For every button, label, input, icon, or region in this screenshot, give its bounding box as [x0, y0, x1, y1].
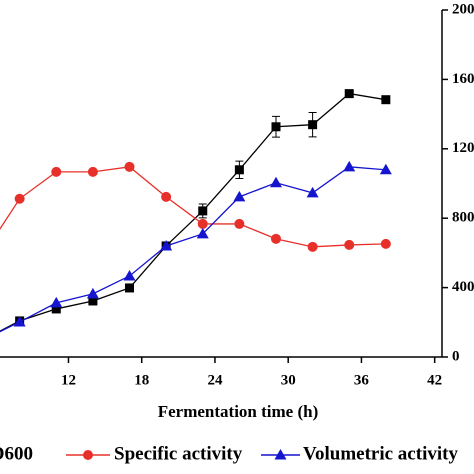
- series-line: [0, 166, 386, 248]
- marker: [196, 227, 209, 239]
- marker: [87, 166, 98, 177]
- marker: [379, 163, 392, 175]
- legend-marker: [83, 450, 93, 460]
- x-tick-label: 36: [354, 372, 370, 388]
- marker: [123, 269, 136, 281]
- marker: [160, 239, 173, 251]
- x-axis-title: Fermentation time (h): [158, 402, 319, 421]
- legend-entry: OD600: [0, 443, 33, 464]
- y-tick-label: 1600: [452, 71, 474, 87]
- marker: [197, 218, 208, 229]
- marker: [198, 206, 208, 216]
- legend-entry: Volumetric activity: [261, 443, 458, 464]
- marker: [161, 191, 172, 202]
- legend-marker: [274, 449, 287, 460]
- series-line: [0, 92, 386, 332]
- marker: [344, 89, 354, 99]
- marker: [50, 296, 63, 308]
- y-tick-label: 2000: [452, 1, 474, 17]
- y-tick-label: 800: [452, 210, 474, 226]
- x-tick-label: 12: [61, 372, 76, 388]
- series: [0, 160, 392, 333]
- series-line: [0, 166, 386, 333]
- marker: [233, 190, 246, 202]
- marker: [51, 166, 62, 177]
- y-tick-label: 0: [452, 348, 460, 364]
- y-tick-label: 1200: [452, 140, 474, 156]
- y-tick-label: 400: [452, 279, 474, 295]
- x-tick-label: 42: [427, 372, 442, 388]
- x-tick-label: 24: [207, 372, 223, 388]
- marker: [307, 241, 318, 252]
- marker: [88, 296, 98, 306]
- marker: [271, 122, 281, 132]
- legend-label: OD600: [0, 443, 33, 464]
- marker: [381, 95, 391, 105]
- marker: [308, 120, 318, 130]
- legend-label: Volumetric activity: [303, 443, 458, 464]
- legend-label: Specific activity: [114, 443, 243, 464]
- marker: [14, 193, 25, 204]
- marker: [13, 315, 26, 327]
- legend-entry: Specific activity: [66, 443, 243, 464]
- marker: [124, 161, 135, 172]
- marker: [380, 238, 391, 249]
- series: [0, 161, 391, 252]
- marker: [86, 287, 99, 299]
- marker: [344, 239, 355, 250]
- marker: [306, 186, 319, 198]
- marker: [125, 283, 135, 293]
- marker: [343, 160, 356, 172]
- marker: [269, 176, 282, 188]
- x-tick-label: 30: [281, 372, 296, 388]
- marker: [234, 165, 244, 175]
- x-tick-label: 18: [134, 372, 149, 388]
- marker: [234, 218, 245, 229]
- marker: [51, 304, 61, 314]
- marker: [270, 233, 281, 244]
